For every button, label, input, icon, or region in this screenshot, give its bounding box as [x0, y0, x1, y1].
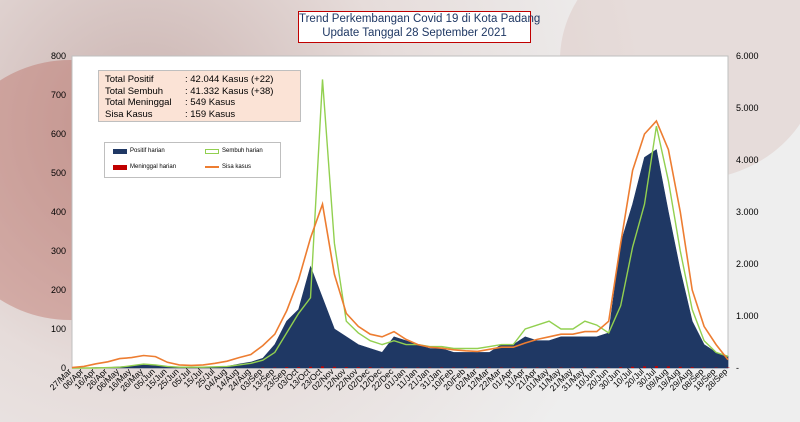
legend-swatch: [205, 148, 219, 154]
series-meninggal-bar: [309, 366, 313, 368]
y-left-tick-label: 700: [51, 90, 66, 100]
legend-label: Positif harian: [130, 148, 165, 154]
summary-row-meninggal: Total Meninggal : 549 Kasus: [105, 97, 300, 109]
series-meninggal-bar: [619, 367, 623, 368]
summary-value: : 42.044 Kasus (+22): [185, 74, 274, 85]
series-meninggal-bar: [368, 367, 372, 368]
series-layer: [71, 79, 730, 369]
y-axis-right: - 1.000 2.000 3.000 4.000 5.000 6.000: [736, 51, 759, 373]
y-left-tick-label: 600: [51, 129, 66, 139]
series-sembuh-line: [72, 79, 729, 369]
series-meninggal-bar: [666, 366, 670, 368]
summary-box: Total Positif : 42.044 Kasus (+22) Total …: [98, 70, 301, 122]
y-right-tick-label: 3.000: [736, 207, 759, 217]
summary-value: : 549 Kasus: [185, 97, 236, 108]
summary-label: Total Positif: [105, 74, 154, 85]
y-left-tick-label: 0: [61, 363, 66, 373]
series-meninggal-bar: [320, 366, 324, 368]
chart-title-line2: Update Tanggal 28 September 2021: [322, 27, 507, 39]
legend-swatch: [113, 164, 127, 170]
summary-row-sembuh: Total Sembuh : 41.332 Kasus (+38): [105, 86, 300, 98]
legend-label: Sisa kasus: [222, 164, 252, 170]
series-sisa-line: [71, 119, 729, 369]
series-meninggal-bar: [332, 366, 336, 368]
legend-item-sembuh: Sembuh harian: [205, 148, 263, 154]
y-left-tick-label: 400: [51, 207, 66, 217]
y-left-tick-label: 300: [51, 246, 66, 256]
summary-label: Total Meninggal: [105, 97, 172, 108]
series-meninggal-bar: [356, 367, 360, 368]
series-meninggal-bar: [690, 367, 694, 368]
series-meninggal-bar: [678, 366, 682, 368]
legend-item-meninggal: Meninggal harian: [113, 164, 176, 170]
legend-swatch: [113, 148, 127, 154]
summary-label: Sisa Kasus: [105, 108, 153, 120]
y-right-tick-label: 5.000: [736, 103, 759, 113]
summary-value: : 41.332 Kasus (+38): [185, 85, 274, 97]
y-right-tick-label: 4.000: [736, 155, 759, 165]
x-axis: 27/Mar06/Apr16/Apr26/Apr06/May16/May26/M…: [48, 366, 730, 393]
y-left-tick-label: 100: [51, 324, 66, 334]
y-axis-left: 0 100 200 300 400 500 600 700 800: [51, 51, 66, 373]
legend-label: Meninggal harian: [130, 164, 177, 170]
series-meninggal-bar: [344, 367, 348, 368]
legend-item-sisa: Sisa kasus: [205, 164, 251, 170]
summary-row-positif: Total Positif : 42.044 Kasus (+22): [105, 74, 300, 86]
chart-title: Trend Perkembangan Covid 19 di Kota Pada…: [298, 11, 541, 43]
summary-value: : 159 Kasus: [185, 108, 236, 120]
y-left-tick-label: 200: [51, 285, 66, 295]
series-meninggal-bar: [643, 366, 647, 368]
y-left-tick-label: 800: [51, 51, 66, 61]
legend: Positif harian Sembuh harian Meninggal h…: [104, 142, 281, 178]
chart-title-line1: Trend Perkembangan Covid 19 di Kota Pada…: [299, 13, 541, 25]
legend-swatch: [205, 166, 219, 168]
summary-label: Total Sembuh: [105, 85, 164, 97]
series-meninggal-bar: [285, 367, 289, 368]
y-right-tick-label: 6.000: [736, 51, 759, 61]
legend-label: Sembuh harian: [222, 148, 263, 154]
legend-item-positif: Positif harian: [113, 148, 165, 154]
series-meninggal-bar: [631, 366, 635, 368]
summary-row-sisa: Sisa Kasus : 159 Kasus: [105, 109, 300, 121]
y-right-tick-label: 1.000: [736, 311, 759, 321]
y-left-tick-label: 500: [51, 168, 66, 178]
series-meninggal-bar: [297, 367, 301, 368]
series-meninggal-bar: [654, 366, 658, 368]
y-right-tick-label: 2.000: [736, 259, 759, 269]
y-right-tick-label: -: [736, 363, 739, 373]
